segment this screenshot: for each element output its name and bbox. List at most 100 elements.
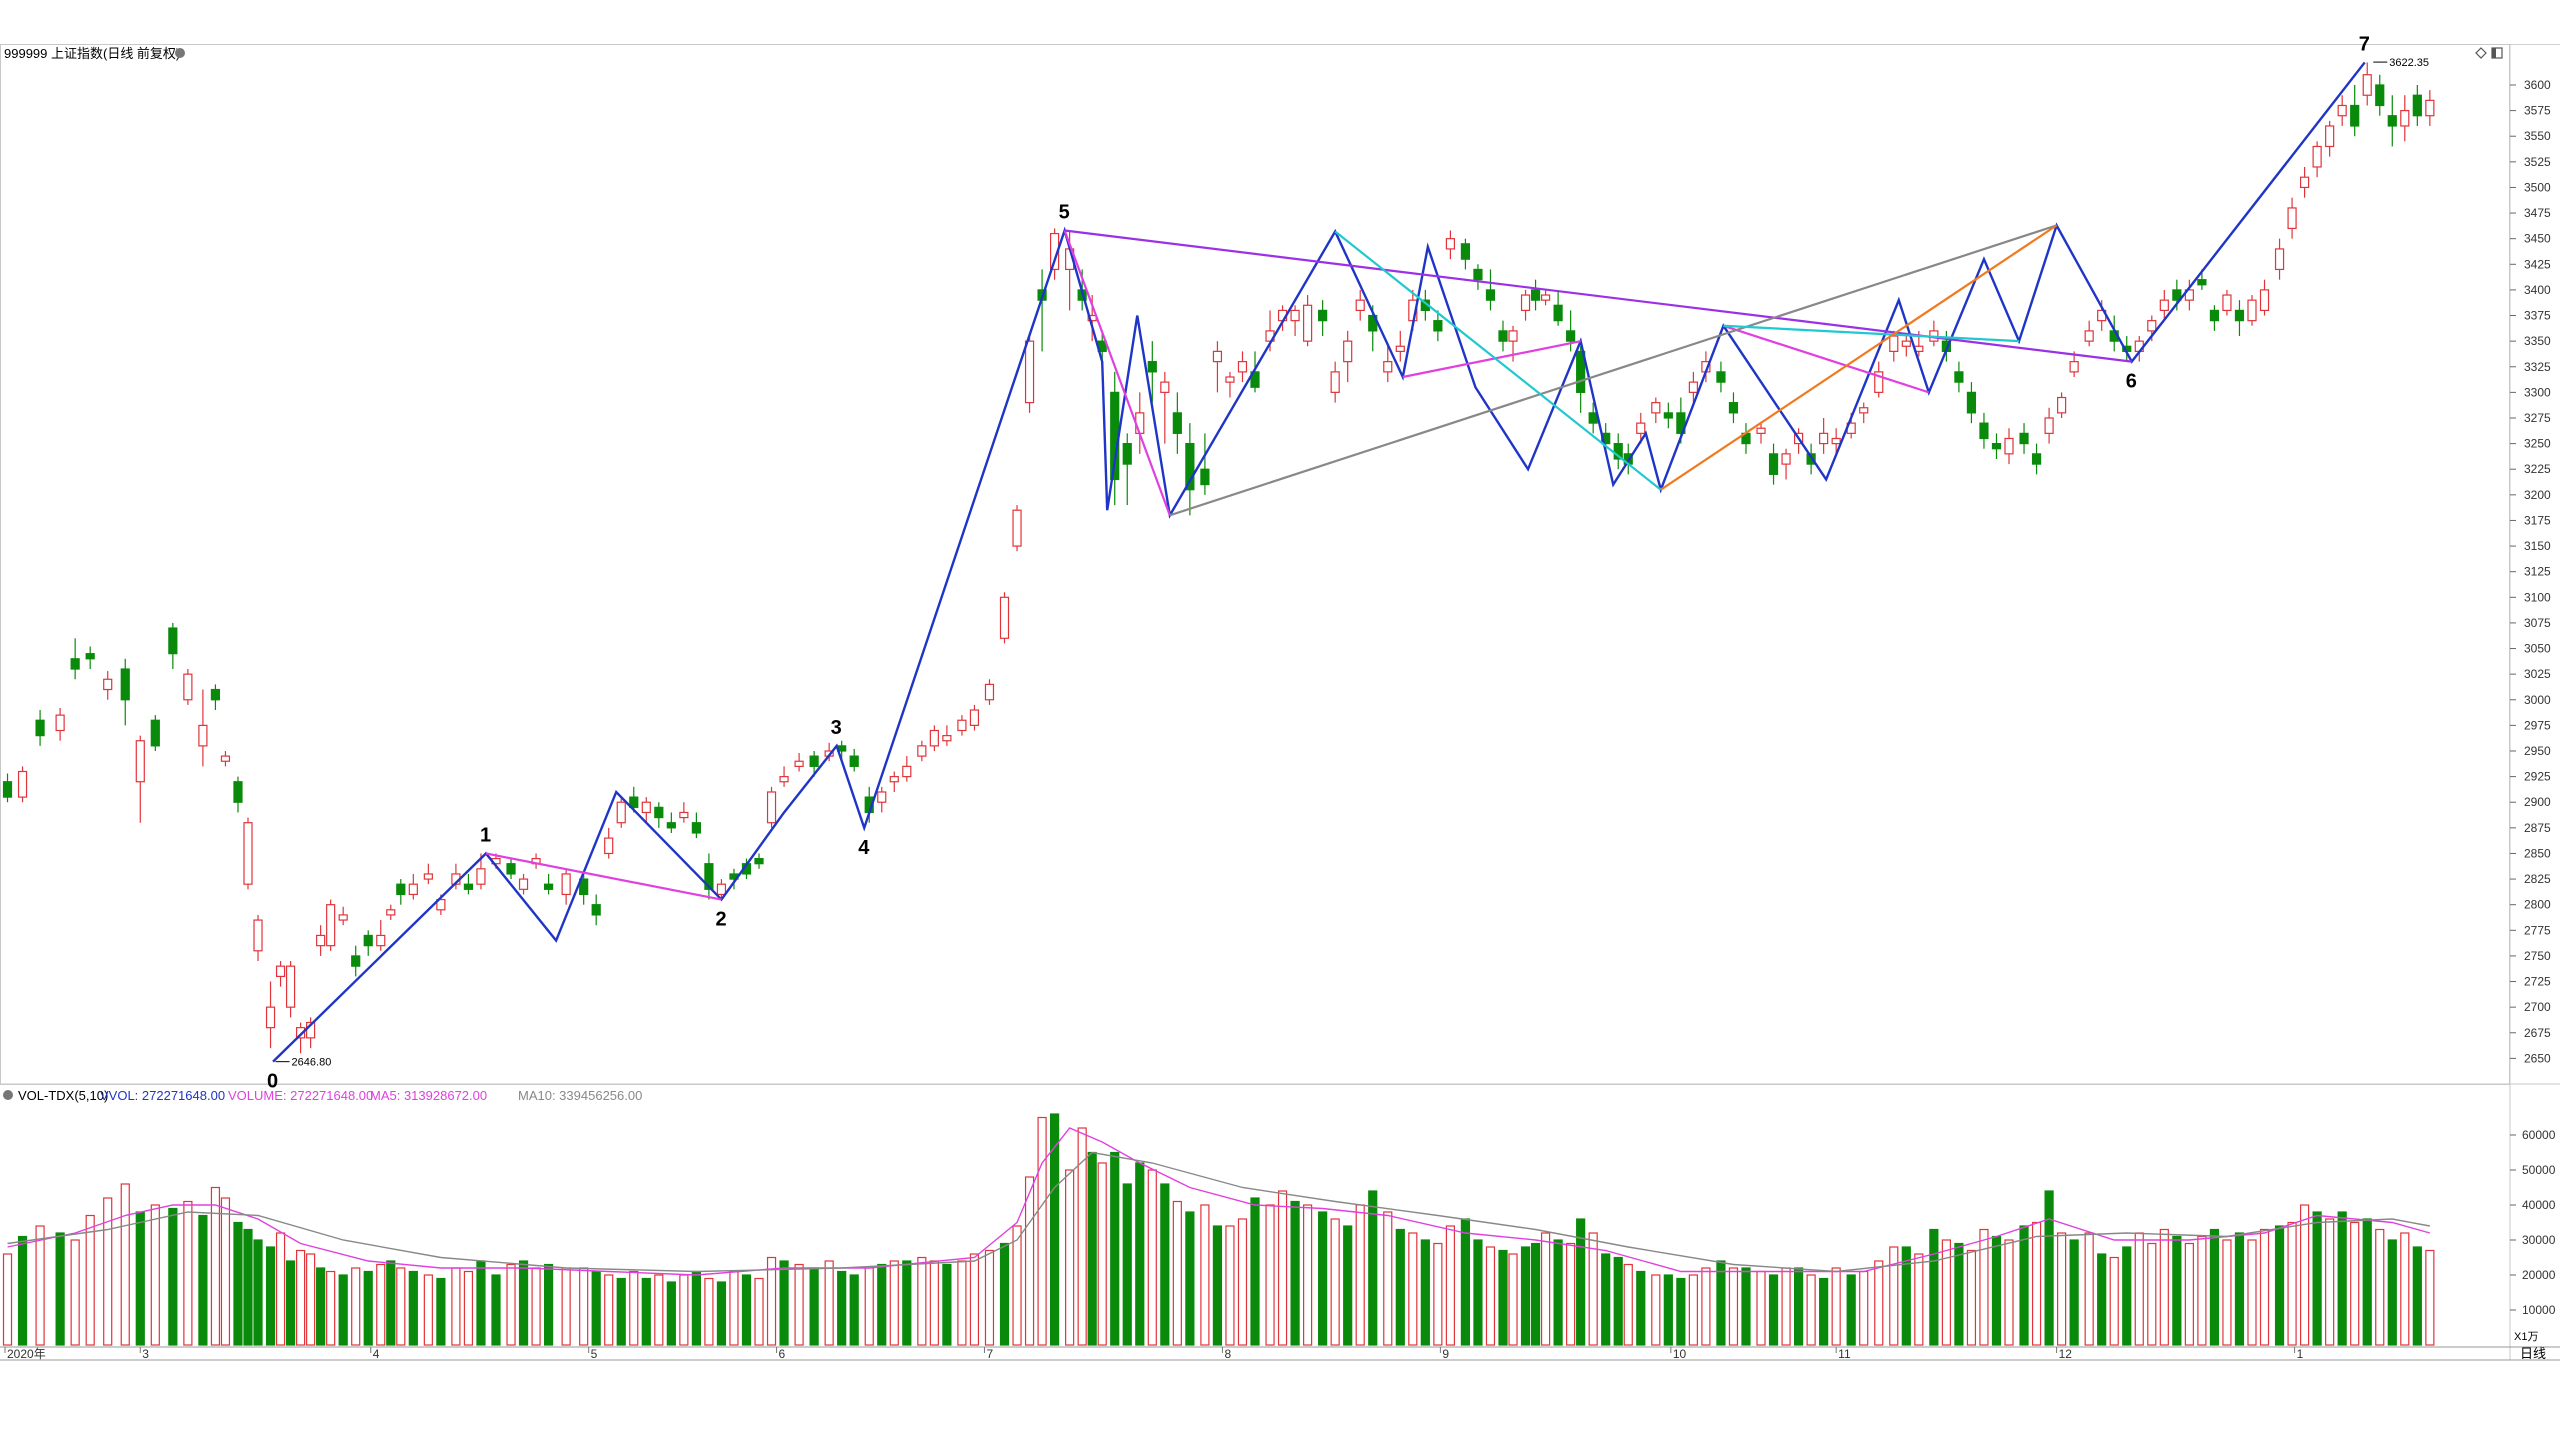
settings-dot-icon[interactable]: [175, 48, 185, 58]
volume-bar: [1716, 1260, 1726, 1346]
volume-bar: [1831, 1267, 1841, 1346]
volume-bar: [1966, 1249, 1977, 1346]
volume-bar: [654, 1274, 664, 1346]
volume-bar: [1024, 1176, 1035, 1346]
volume-bar: [531, 1267, 541, 1346]
volume-bar: [1355, 1204, 1365, 1346]
candle: [889, 771, 899, 792]
volume-bar: [716, 1281, 727, 1346]
candle: [579, 873, 589, 905]
volume-bar: [641, 1277, 651, 1346]
candle: [1473, 264, 1483, 290]
volume-bar: [889, 1260, 899, 1346]
volume-bar: [1688, 1274, 1698, 1346]
volume-bar: [2, 1253, 13, 1346]
wave-labels-layer: 0 1 2 3 4 5 6 7 2646.80 3622.35: [267, 33, 2429, 1092]
candle: [1012, 505, 1022, 552]
price-tick-label: 3300: [2524, 385, 2551, 399]
volume-bar: [1460, 1218, 1471, 1346]
time-tick-label: 12: [2059, 1347, 2073, 1361]
price-tick-label: 3000: [2524, 693, 2551, 707]
volume-bar: [150, 1204, 160, 1346]
volume-bar: [1819, 1277, 1829, 1346]
volume-bar: [1485, 1246, 1496, 1346]
candle: [518, 873, 529, 895]
volume-bar: [2159, 1228, 2169, 1346]
volume-bar: [604, 1274, 614, 1346]
candle: [506, 858, 516, 880]
price-tick-label: 3575: [2524, 104, 2551, 118]
volume-bar: [2274, 1225, 2285, 1346]
wave-label: 1: [480, 824, 491, 846]
candle: [1318, 300, 1328, 337]
volume-bar: [386, 1260, 396, 1346]
volume-bar: [2425, 1249, 2435, 1346]
candle: [168, 622, 178, 670]
candle: [1979, 412, 1989, 449]
candle: [1688, 371, 1698, 403]
candle: [1901, 336, 1911, 357]
volume-bar: [1553, 1239, 1563, 1346]
symbol-title: 999999 上证指数(日线 前复权): [4, 46, 180, 61]
candle: [1498, 320, 1508, 352]
candle: [198, 689, 208, 767]
period-label[interactable]: 日线: [2520, 1346, 2546, 1361]
candle: [1200, 433, 1210, 495]
candle: [2337, 95, 2347, 126]
candle: [1303, 295, 1313, 347]
volume-bar: [2031, 1221, 2042, 1346]
volume-bar: [2019, 1225, 2029, 1346]
candle: [2004, 428, 2014, 465]
price-tick-label: 3275: [2524, 411, 2551, 425]
volume-bar: [396, 1267, 406, 1346]
volume-bar: [326, 1270, 336, 1346]
volume-bar: [1160, 1183, 1170, 1346]
candle: [1756, 423, 1766, 444]
volume-bar: [877, 1263, 887, 1346]
volume-bar: [1498, 1249, 1508, 1346]
candle: [2209, 305, 2220, 331]
wave-label: 7: [2359, 33, 2370, 55]
volume-bar: [2057, 1232, 2067, 1346]
volume-bar: [1859, 1270, 1869, 1346]
candle: [2259, 279, 2270, 316]
volume-bar: [1613, 1256, 1623, 1346]
candle: [917, 740, 927, 762]
panel-toggle-icon[interactable]: [2491, 47, 2503, 59]
volume-bar: [691, 1270, 701, 1346]
price-tick-label: 3125: [2524, 565, 2551, 579]
wave-label: 5: [1059, 201, 1070, 223]
candle: [1445, 230, 1455, 260]
volume-bar: [1846, 1274, 1856, 1346]
volume-bar: [1135, 1162, 1145, 1346]
volume-bar: [2097, 1253, 2107, 1346]
wave-label: 4: [858, 837, 870, 859]
volume-bar: [285, 1260, 296, 1346]
volume-bar: [1901, 1246, 1911, 1346]
price-tick-label: 2950: [2524, 744, 2551, 758]
volume-bar: [120, 1183, 130, 1346]
candle: [1037, 269, 1047, 352]
candle: [2247, 295, 2257, 326]
volume-bar: [679, 1274, 689, 1346]
candle: [1024, 336, 1035, 413]
overlay-line-orange: [1660, 224, 2058, 491]
volume-bar: [463, 1270, 474, 1346]
vol-settings-icon[interactable]: [3, 1090, 13, 1100]
candle: [1225, 371, 1235, 398]
diamond-icon[interactable]: [2475, 47, 2487, 59]
candle: [2362, 62, 2372, 106]
time-tick-label: 10: [1673, 1347, 1687, 1361]
candle: [2234, 300, 2245, 337]
candle: [386, 904, 396, 921]
volume-bar: [1756, 1270, 1766, 1346]
volume-bar: [1303, 1204, 1313, 1346]
volume-bar: [70, 1239, 80, 1346]
volume-bar: [849, 1274, 859, 1346]
volume-tick-label: 60000: [2522, 1128, 2556, 1142]
candle: [220, 750, 231, 767]
candle: [275, 961, 286, 987]
candle: [376, 920, 386, 951]
volume-bar: [1793, 1267, 1804, 1346]
volume-bar: [2147, 1242, 2157, 1346]
